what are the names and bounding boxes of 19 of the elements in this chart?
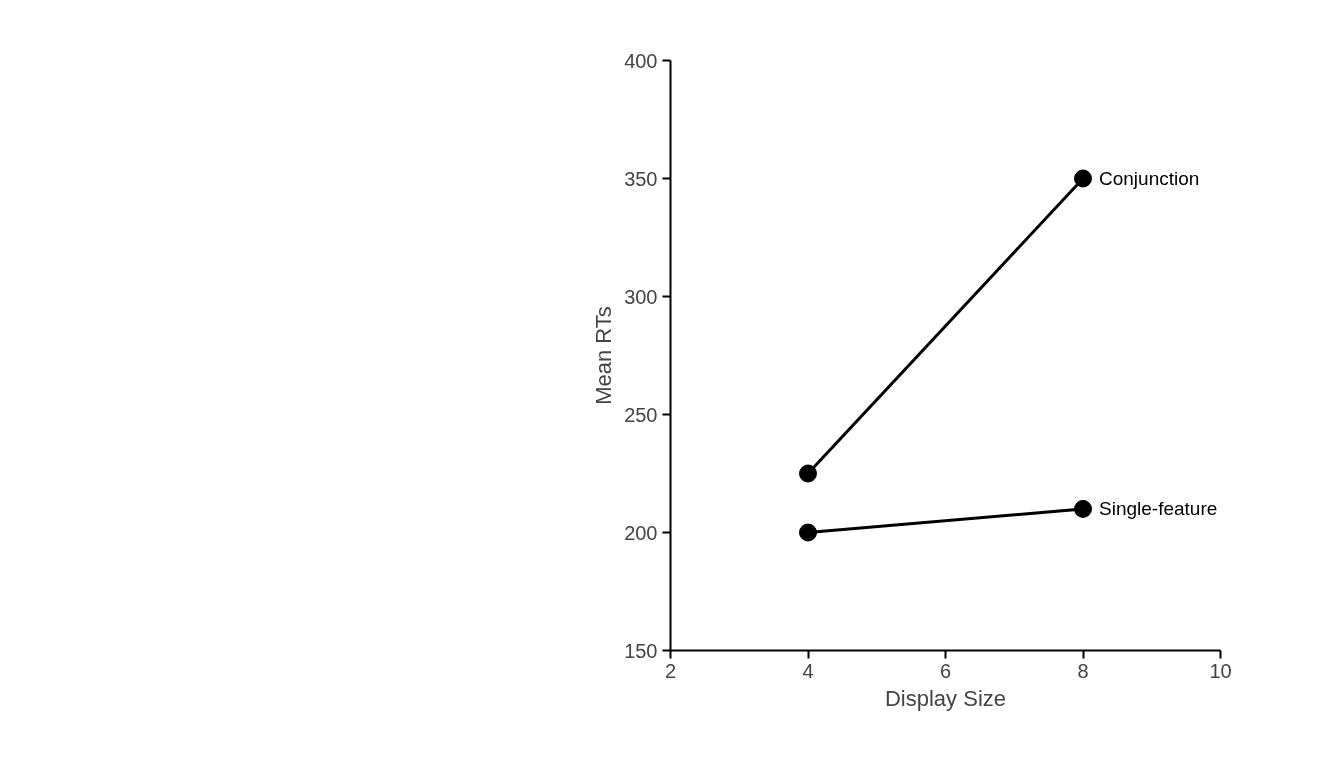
point bbox=[1074, 499, 1092, 518]
x-tick-label: 6 bbox=[939, 659, 952, 682]
y-tick-label: 400 bbox=[624, 49, 658, 72]
x-tick-label: 2 bbox=[664, 659, 677, 682]
x-tick-label: 8 bbox=[1077, 659, 1089, 682]
y-tick-label: 200 bbox=[624, 521, 658, 544]
point bbox=[799, 464, 817, 483]
series-label: Conjunction bbox=[1099, 168, 1200, 189]
point bbox=[1074, 169, 1092, 188]
point bbox=[799, 523, 817, 542]
series-label: Single-feature bbox=[1099, 498, 1218, 520]
y-tick-label: 350 bbox=[624, 167, 658, 190]
y-tick-label: 300 bbox=[624, 285, 658, 308]
x-tick-label: 4 bbox=[802, 659, 814, 682]
y-axis-title: Mean RTs bbox=[591, 306, 617, 405]
x-axis-title: Display Size bbox=[884, 685, 1007, 711]
y-tick-label: 250 bbox=[624, 403, 658, 426]
y-tick-label: 150 bbox=[624, 639, 658, 662]
x-tick-label: 10 bbox=[1209, 659, 1232, 682]
